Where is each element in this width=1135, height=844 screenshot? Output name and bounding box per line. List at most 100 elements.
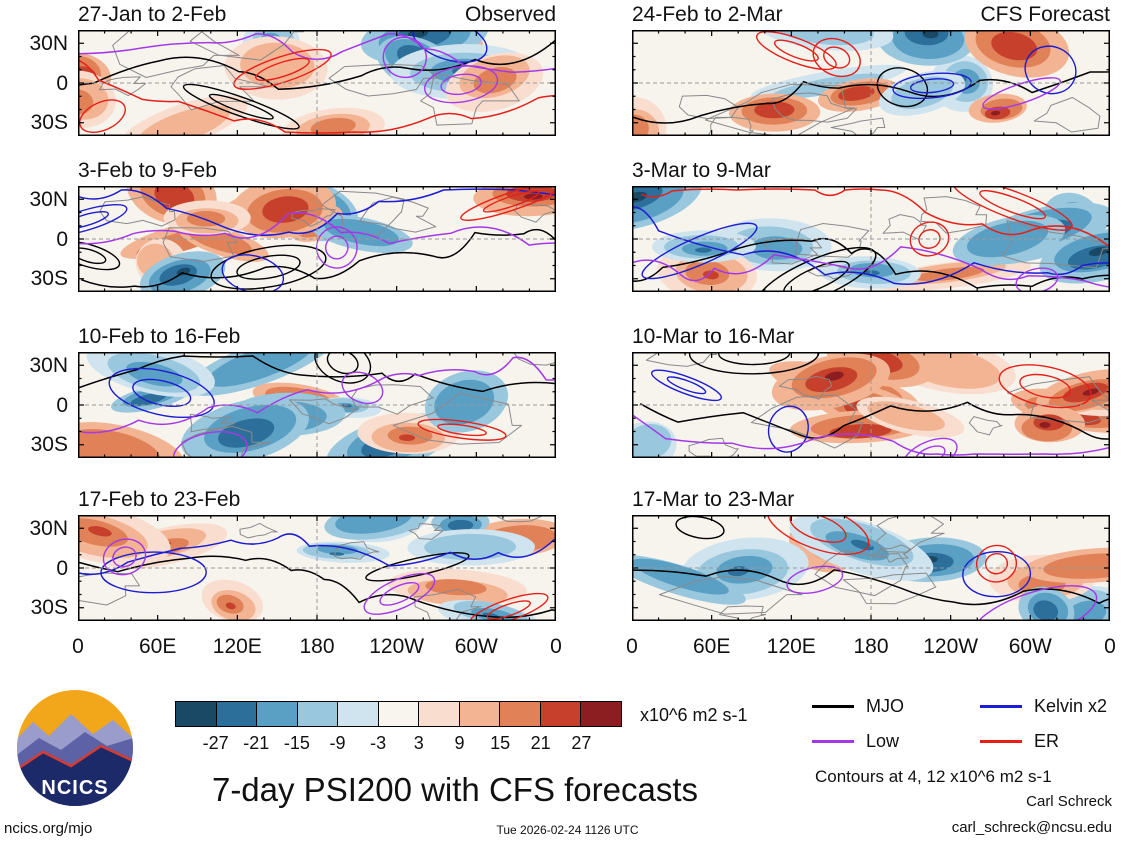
colorbar-tick-label: 9 [454, 733, 465, 753]
map-panel-observed-week3 [78, 352, 556, 458]
legend-label: Low [866, 731, 900, 751]
map-panel-forecast-week2 [632, 186, 1110, 292]
colorbar-cell [176, 702, 217, 726]
panel-date: 10-Feb to 16-Feb [78, 325, 241, 348]
x-tick-label: 120E [766, 635, 816, 658]
y-tick-label: 30S [30, 433, 68, 457]
legend-item-mjo: MJO [812, 697, 980, 715]
y-tick-label: 30N [29, 516, 68, 540]
colorbar-tick-label: 3 [413, 733, 424, 753]
y-tick-label: 0 [56, 393, 68, 417]
map-panel-observed-week1 [78, 30, 556, 136]
ncics-logo: NCICS [17, 690, 133, 806]
x-tick-label: 180 [299, 635, 335, 658]
figure-title: 7-day PSI200 with CFS forecasts [211, 771, 699, 808]
panel-date: 3-Mar to 9-Mar [632, 159, 771, 182]
map-panel-forecast-week3 [632, 352, 1110, 458]
x-tick-label: 180 [853, 635, 889, 658]
y-tick-label: 0 [56, 71, 68, 95]
colorbar-units: x10^6 m2 s-1 [640, 705, 748, 725]
x-tick-label: 60E [139, 635, 177, 658]
map-canvas [632, 352, 1110, 458]
panel-header-forecast-week2: 3-Mar to 9-Mar [632, 159, 1110, 182]
colorbar-tick-label: -21 [243, 733, 270, 753]
panel-header-forecast-week4: 17-Mar to 23-Mar [632, 488, 1110, 511]
panel-date: 24-Feb to 2-Mar [632, 3, 783, 26]
colorbar-cell [297, 702, 339, 726]
colorbar-cell [540, 702, 582, 726]
legend-line [980, 739, 1022, 743]
panel-date: 17-Feb to 23-Feb [78, 488, 241, 511]
x-tick-label: 120E [212, 635, 262, 658]
legend-label: ER [1034, 731, 1060, 751]
y-tick-label: 30N [29, 353, 68, 377]
legend-line [812, 704, 854, 708]
x-tick-label: 120W [369, 635, 425, 658]
colorbar-tick-label: 27 [571, 733, 592, 753]
panel-header-forecast-week3: 10-Mar to 16-Mar [632, 325, 1110, 348]
footer-email: carl_schreck@ncsu.edu [951, 819, 1112, 836]
y-tick-label: 30S [30, 596, 68, 620]
map-canvas [78, 30, 556, 136]
legend-line [980, 704, 1022, 708]
y-tick-label: 0 [56, 556, 68, 580]
logo-ridge-line [17, 744, 133, 776]
map-panel-observed-week4 [78, 515, 556, 621]
x-tick-label: 60W [1008, 635, 1052, 658]
colorbar-tick-label: -9 [329, 733, 346, 753]
legend-label: MJO [866, 696, 904, 716]
map-panel-forecast-week4 [632, 515, 1110, 621]
legend-line [812, 739, 854, 743]
legend-label: Kelvin x2 [1034, 696, 1108, 716]
colorbar [175, 701, 622, 727]
panel-header-observed-week4: 17-Feb to 23-Feb [78, 488, 556, 511]
legend-item-er: ER [980, 732, 1107, 750]
map-canvas [78, 515, 556, 621]
credit-name: Carl Schreck [1026, 793, 1112, 810]
footer-site: ncics.org/mjo [4, 820, 93, 837]
x-tick-label: 0 [72, 635, 84, 658]
logo-text: NCICS [41, 777, 108, 799]
x-tick-label: 0 [550, 635, 562, 658]
x-tick-label: 0 [626, 635, 638, 658]
colorbar-cell [419, 702, 460, 726]
panel-date: 27-Jan to 2-Feb [78, 3, 227, 26]
panel-header-observed-week2: 3-Feb to 9-Feb [78, 159, 556, 182]
legend-item-kelvin-x2: Kelvin x2 [980, 697, 1107, 715]
colorbar-tick-label: 15 [490, 733, 511, 753]
map-canvas [632, 30, 1110, 136]
map-canvas [78, 186, 556, 292]
colorbar-cell [500, 702, 541, 726]
map-canvas [632, 186, 1110, 292]
panel-date: 10-Mar to 16-Mar [632, 325, 795, 348]
colorbar-cell [338, 702, 379, 726]
footer-timestamp: Tue 2026-02-24 1126 UTC [496, 823, 639, 837]
colorbar-cell [581, 702, 622, 726]
panel-header-forecast-week1: 24-Feb to 2-Mar CFS Forecast [632, 3, 1110, 26]
x-tick-label: 0 [1104, 635, 1116, 658]
colorbar-tick-label: -3 [370, 733, 387, 753]
colorbar-tick-label: -15 [283, 733, 310, 753]
colorbar-cell [459, 702, 501, 726]
colorbar-tick-label: 21 [530, 733, 551, 753]
column-header-forecast: CFS Forecast [980, 3, 1110, 26]
x-tick-label: 60W [454, 635, 498, 658]
panel-header-observed-week1: 27-Jan to 2-Feb Observed [78, 3, 556, 26]
colorbar-cell [216, 702, 258, 726]
y-tick-label: 30N [29, 31, 68, 55]
y-tick-label: 30N [29, 187, 68, 211]
map-canvas [78, 352, 556, 458]
legend-item-low: Low [812, 732, 980, 750]
x-tick-label: 60E [693, 635, 731, 658]
colorbar-cell [378, 702, 420, 726]
colorbar-cell [257, 702, 298, 726]
map-panel-observed-week2 [78, 186, 556, 292]
x-tick-label: 120W [923, 635, 979, 658]
y-tick-label: 30S [30, 267, 68, 291]
legend: MJO Kelvin x2 Low ER [812, 697, 1107, 750]
y-tick-label: 0 [56, 227, 68, 251]
panel-header-observed-week3: 10-Feb to 16-Feb [78, 325, 556, 348]
column-header-observed: Observed [464, 3, 556, 26]
colorbar-tick-label: -27 [202, 733, 229, 753]
panel-date: 17-Mar to 23-Mar [632, 488, 795, 511]
